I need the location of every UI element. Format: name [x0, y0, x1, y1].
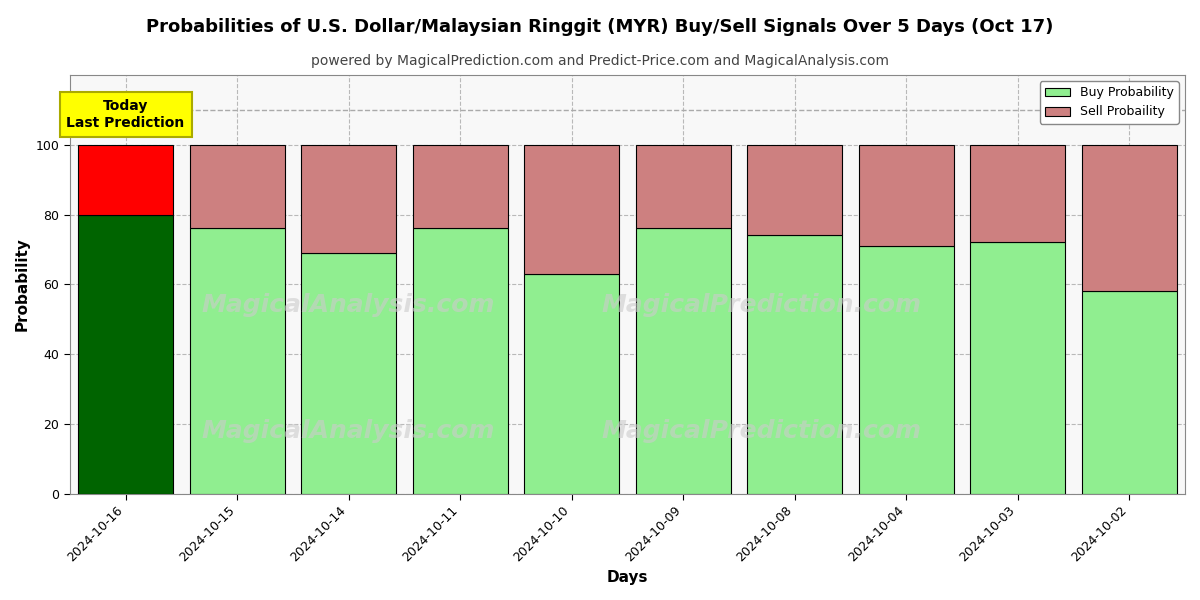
Bar: [301, 145, 396, 253]
Bar: [971, 242, 1066, 494]
Text: MagicalPrediction.com: MagicalPrediction.com: [601, 419, 922, 443]
Legend: Buy Probability, Sell Probaility: Buy Probability, Sell Probaility: [1040, 81, 1178, 124]
Bar: [1082, 145, 1177, 291]
Bar: [1082, 291, 1177, 494]
Bar: [78, 215, 173, 494]
Bar: [971, 145, 1066, 242]
Bar: [301, 253, 396, 494]
Bar: [190, 229, 284, 494]
Bar: [78, 145, 173, 215]
Bar: [859, 246, 954, 494]
Text: Today
Last Prediction: Today Last Prediction: [66, 100, 185, 130]
X-axis label: Days: Days: [607, 570, 648, 585]
Text: MagicalAnalysis.com: MagicalAnalysis.com: [202, 293, 496, 317]
Bar: [859, 145, 954, 246]
Bar: [413, 229, 508, 494]
Text: MagicalPrediction.com: MagicalPrediction.com: [601, 293, 922, 317]
Bar: [524, 274, 619, 494]
Bar: [413, 145, 508, 229]
Bar: [748, 235, 842, 494]
Text: powered by MagicalPrediction.com and Predict-Price.com and MagicalAnalysis.com: powered by MagicalPrediction.com and Pre…: [311, 54, 889, 68]
Text: Probabilities of U.S. Dollar/Malaysian Ringgit (MYR) Buy/Sell Signals Over 5 Day: Probabilities of U.S. Dollar/Malaysian R…: [146, 18, 1054, 36]
Bar: [636, 229, 731, 494]
Bar: [748, 145, 842, 235]
Text: MagicalAnalysis.com: MagicalAnalysis.com: [202, 419, 496, 443]
Bar: [190, 145, 284, 229]
Y-axis label: Probability: Probability: [14, 238, 30, 331]
Bar: [636, 145, 731, 229]
Bar: [524, 145, 619, 274]
